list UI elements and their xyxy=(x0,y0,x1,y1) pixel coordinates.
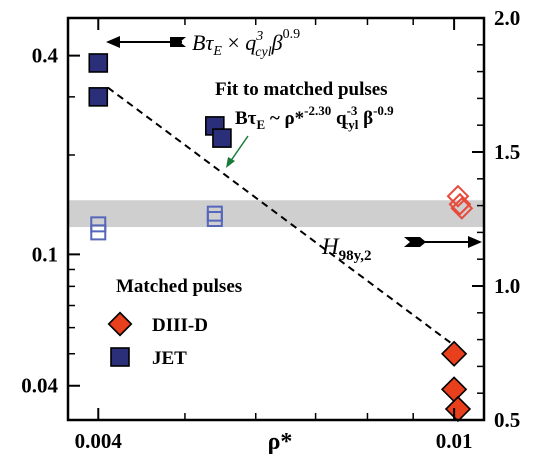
left-arrow-label: BτE × q3 cylβ0.9 xyxy=(192,27,300,60)
right-arrow-tail xyxy=(404,237,426,247)
data-point-series3-0 xyxy=(446,184,470,208)
data-point-series2-3 xyxy=(206,211,223,227)
series-1 xyxy=(440,340,472,423)
legend-swatch-diii-d xyxy=(107,311,133,337)
data-point-jet-3 xyxy=(212,128,232,148)
series-0 xyxy=(88,53,232,148)
series-3 xyxy=(446,184,474,220)
plot-frame xyxy=(66,16,486,422)
data-point-diii-d-1 xyxy=(440,376,468,403)
left-arrow-head xyxy=(106,36,120,48)
x-tick-label-1: 0.01 xyxy=(436,429,473,453)
data-point-diii-d-2 xyxy=(444,395,472,423)
fit-equation: BτE ~ ρ*-2.30 q-3 cyl β-0.9 xyxy=(235,103,394,132)
left-tick-label-0: 0.4 xyxy=(32,44,59,68)
fit-pointer-line xyxy=(229,135,249,163)
left-tick-label-2: 0.04 xyxy=(21,374,58,398)
data-point-series3-2 xyxy=(450,196,474,220)
right-tick-label-3: 0.5 xyxy=(494,408,520,432)
right-axis-annotation: H98y,2 xyxy=(321,234,482,264)
fit-pointer-head xyxy=(226,157,235,168)
right-arrow-label: H98y,2 xyxy=(321,234,372,264)
left-axis-annotation: BτE × q3 cylβ0.9 xyxy=(106,27,300,60)
left-tick-label-1: 0.1 xyxy=(32,242,58,266)
right-tick-label-2: 1.0 xyxy=(494,274,520,298)
data-point-jet-0 xyxy=(88,53,109,73)
right-tick-label-1: 1.5 xyxy=(494,140,520,164)
data-point-jet-1 xyxy=(88,87,109,107)
data-point-series2-0 xyxy=(90,216,107,233)
legend-entry-jet: JET xyxy=(110,347,187,369)
x-tick-label-0: 0.004 xyxy=(75,429,123,453)
right-tick-label-0: 2.0 xyxy=(494,6,520,30)
series-2 xyxy=(90,205,223,241)
legend-label-jet: JET xyxy=(152,348,187,369)
data-point-diii-d-0 xyxy=(440,340,468,367)
right-arrow-head xyxy=(468,236,482,248)
legend-label-diii-d: DIII-D xyxy=(152,315,208,336)
fit-annotation: Fit to matched pulses BτE ~ ρ*-2.30 q-3 c… xyxy=(215,79,394,168)
left-arrow-tail xyxy=(170,37,186,47)
tick-layer: 0.4 0.1 0.04 2.0 1.5 1.0 0.5 0.004 0.01 xyxy=(21,6,520,453)
legend-swatch-jet xyxy=(110,347,130,367)
data-point-series2-1 xyxy=(90,224,107,241)
x-axis-label: ρ* xyxy=(268,429,293,455)
fit-title: Fit to matched pulses xyxy=(215,79,388,100)
legend-entry-diii-d: DIII-D xyxy=(107,311,208,337)
marker-layer xyxy=(88,53,474,423)
legend-title: Matched pulses xyxy=(116,276,242,297)
data-point-series3-1 xyxy=(448,192,472,216)
legend: Matched pulses DIII-D JET xyxy=(107,276,242,369)
